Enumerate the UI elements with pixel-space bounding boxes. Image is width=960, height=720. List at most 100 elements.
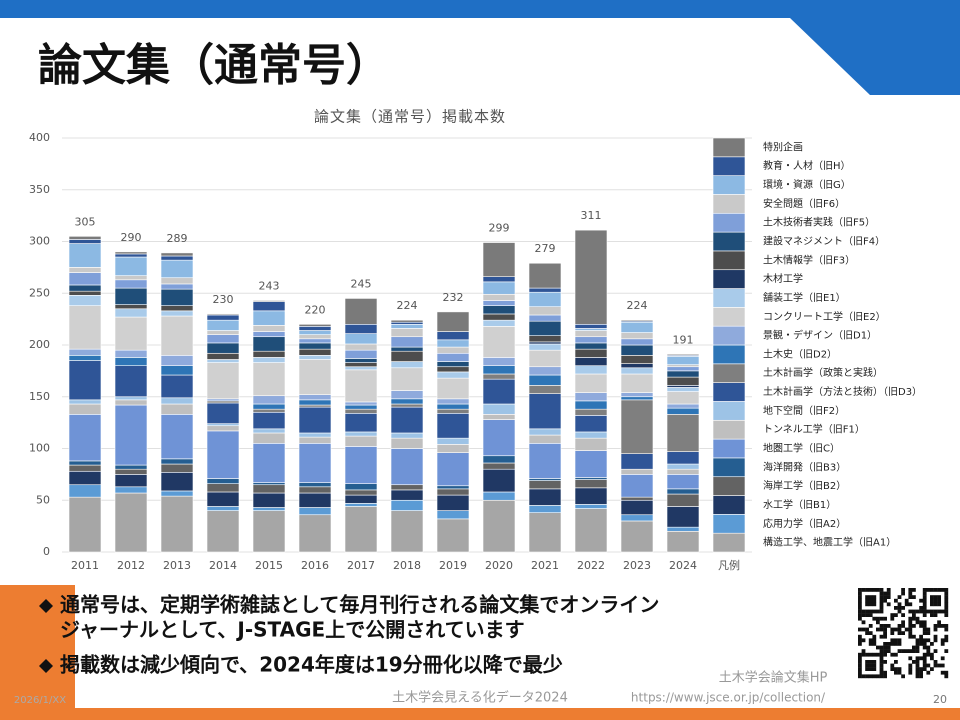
legend-swatch [712, 194, 746, 214]
bar-segment [344, 404, 378, 410]
qr-cell [919, 670, 923, 675]
bar-segment [436, 437, 470, 445]
qr-cell [879, 670, 884, 675]
qr-cell [876, 609, 880, 614]
qr-cell [883, 649, 887, 653]
qr-cell [908, 634, 913, 639]
legend-swatch [712, 175, 746, 195]
legend-swatch [712, 307, 746, 327]
qr-cell [922, 591, 927, 596]
bar-segment [160, 255, 194, 261]
bar-segment [298, 326, 332, 331]
qr-cell [897, 606, 902, 610]
qr-cell [868, 598, 873, 603]
qr-cell [872, 674, 877, 679]
bar-segment [298, 323, 332, 327]
qr-cell [919, 638, 923, 643]
bar-segment [344, 408, 378, 414]
legend-swatch [712, 250, 746, 271]
qr-cell [858, 663, 862, 668]
qr-cell [858, 674, 862, 679]
qr-cell [872, 660, 877, 664]
bar-segment [482, 300, 516, 306]
qr-cell [922, 652, 927, 657]
bar-segment [436, 346, 470, 354]
qr-cell [919, 598, 923, 603]
bar-segment [528, 374, 562, 386]
total-label: 224 [627, 299, 648, 312]
qr-cell [933, 638, 938, 643]
bar-segment [344, 483, 378, 491]
bar-segment [344, 494, 378, 504]
qr-cell [858, 588, 862, 592]
bar-segment [206, 359, 240, 363]
qr-cell [897, 624, 902, 628]
qr-cell [883, 616, 887, 621]
bar-segment [482, 319, 516, 327]
qr-cell [861, 627, 866, 632]
qr-cell [890, 652, 895, 657]
legend-swatch [712, 419, 746, 440]
qr-cell [868, 638, 873, 643]
bar-segment [482, 419, 516, 457]
qr-cell [912, 624, 916, 628]
bar-segment [344, 489, 378, 496]
qr-cell [886, 595, 891, 599]
bar-segment [252, 336, 286, 352]
bar-segment [528, 306, 562, 316]
qr-cell [940, 588, 945, 592]
bar-segment [482, 242, 516, 277]
bar-segment [252, 484, 286, 494]
bar-segment [114, 486, 148, 494]
bar-segment [252, 350, 286, 358]
qr-cell [908, 616, 913, 621]
qr-cell [858, 667, 862, 671]
qr-cell [894, 652, 898, 657]
qr-cell [861, 674, 866, 679]
qr-cell [879, 609, 884, 614]
qr-cell [858, 595, 862, 599]
bar-segment [252, 411, 286, 430]
qr-cell [868, 652, 873, 657]
bar-segment [436, 366, 470, 373]
bar-segment [344, 366, 378, 371]
bar-segment [436, 398, 470, 405]
qr-cell [922, 638, 927, 643]
qr-cell [886, 649, 891, 653]
bar-segment [390, 361, 424, 369]
bar-segment [574, 415, 608, 433]
qr-cell [868, 602, 873, 607]
bar-segment [666, 385, 700, 388]
bar-segment [436, 452, 470, 487]
bar-segment [574, 365, 608, 375]
bar-segment [574, 508, 608, 553]
legend-swatch [712, 438, 746, 459]
qr-cell [868, 674, 873, 679]
bar-segment [574, 479, 608, 489]
qr-cell [933, 602, 938, 607]
bar-segment [344, 431, 378, 437]
bar-segment [68, 360, 102, 401]
bar-segment [666, 387, 700, 392]
bar-segment [482, 378, 516, 405]
bar-segment [574, 330, 608, 338]
qr-cell [876, 616, 880, 621]
bar-segment [298, 406, 332, 434]
bar-segment [160, 283, 194, 290]
y-tick-label: 100 [29, 442, 50, 455]
bar-segment [68, 355, 102, 361]
bar-segment [298, 482, 332, 488]
bar-segment [114, 396, 148, 401]
bar-segment [206, 362, 240, 400]
qr-cell [908, 649, 913, 653]
bar-segment [666, 356, 700, 365]
bar-segment [482, 313, 516, 321]
bar-segment [206, 330, 240, 335]
total-label: 245 [351, 277, 372, 290]
qr-cell [930, 652, 934, 657]
qr-cell [908, 624, 913, 628]
bar-segment [620, 338, 654, 346]
qr-cell [930, 656, 934, 661]
legend-label: 教育・人材（旧H） [763, 159, 851, 172]
qr-cell [876, 674, 880, 679]
